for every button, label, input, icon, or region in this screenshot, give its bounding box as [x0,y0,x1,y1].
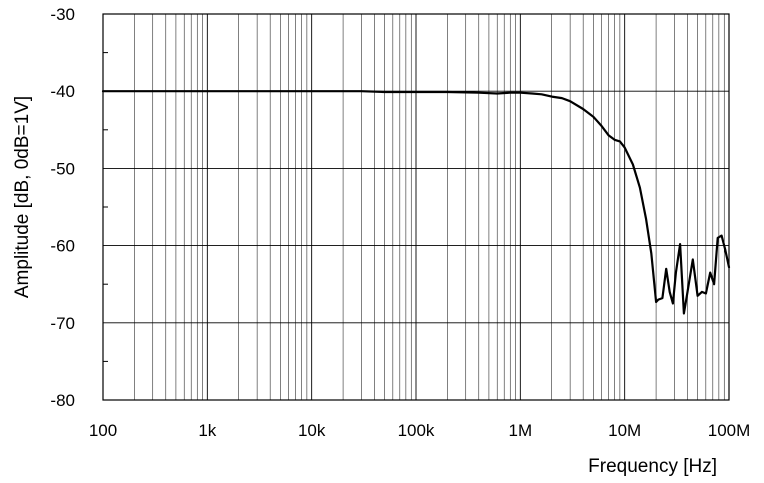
x-axis-title: Frequency [Hz] [588,456,717,477]
y-minor-ticks [103,52,108,362]
grid-major-vertical [102,14,730,400]
grid-minor-vertical [134,14,725,400]
y-tick-label: -80 [50,391,75,410]
x-tick-label: 10M [608,421,641,440]
plot-frame [102,13,730,401]
y-tick-labels: -30 -40 -50 -60 -70 -80 [50,5,75,410]
x-tick-labels: 100 1k 10k 100k 1M 10M 100M [89,421,750,440]
x-tick-label: 1k [198,421,216,440]
y-tick-label: -70 [50,314,75,333]
series-line [101,90,731,315]
y-tick-label: -30 [50,5,75,24]
y-tick-label: -50 [50,159,75,178]
x-tick-label: 10k [298,421,326,440]
y-tick-label: -40 [50,82,75,101]
x-tick-label: 100 [89,421,117,440]
x-tick-label: 1M [509,421,533,440]
y-axis-title: Amplitude [dB, 0dB=1V] [12,96,33,298]
x-tick-label: 100k [398,421,435,440]
y-tick-label: -60 [50,237,75,256]
x-tick-label: 100M [708,421,751,440]
